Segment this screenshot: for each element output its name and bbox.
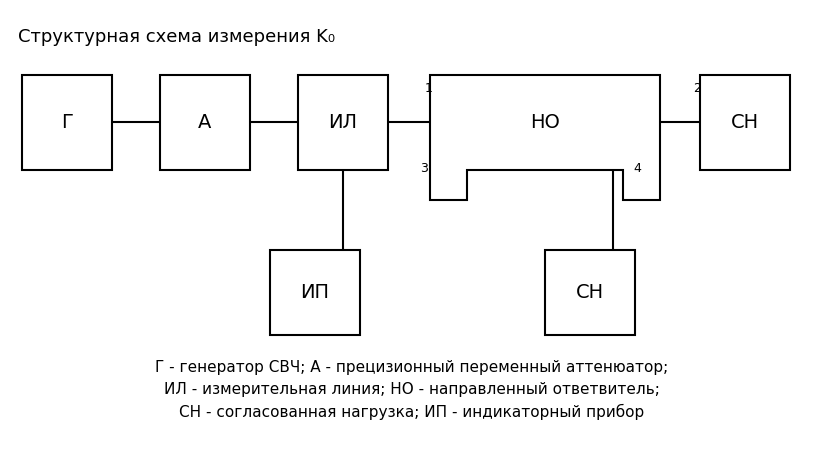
Text: СН: СН <box>576 283 604 302</box>
Text: 1: 1 <box>425 82 433 95</box>
Bar <box>298 75 388 170</box>
Text: 4: 4 <box>633 162 641 175</box>
Text: Структурная схема измерения K₀: Структурная схема измерения K₀ <box>18 28 335 46</box>
Text: А: А <box>199 113 212 132</box>
Text: 2: 2 <box>693 82 701 95</box>
Text: СН: СН <box>731 113 759 132</box>
Text: Г - генератор СВЧ; А - прецизионный переменный аттенюатор;: Г - генератор СВЧ; А - прецизионный пере… <box>156 360 668 375</box>
Text: Г: Г <box>61 113 73 132</box>
Text: 3: 3 <box>420 162 428 175</box>
Text: СН - согласованная нагрузка; ИП - индикаторный прибор: СН - согласованная нагрузка; ИП - индика… <box>180 404 644 420</box>
Polygon shape <box>430 75 660 200</box>
Bar <box>270 250 360 335</box>
Bar <box>700 75 790 170</box>
Text: НО: НО <box>530 113 560 132</box>
Bar <box>22 75 112 170</box>
Bar <box>545 250 635 335</box>
Text: ИЛ - измерительная линия; НО - направленный ответвитель;: ИЛ - измерительная линия; НО - направлен… <box>164 382 660 397</box>
Bar <box>160 75 250 170</box>
Text: ИЛ: ИЛ <box>329 113 358 132</box>
Text: ИП: ИП <box>301 283 330 302</box>
